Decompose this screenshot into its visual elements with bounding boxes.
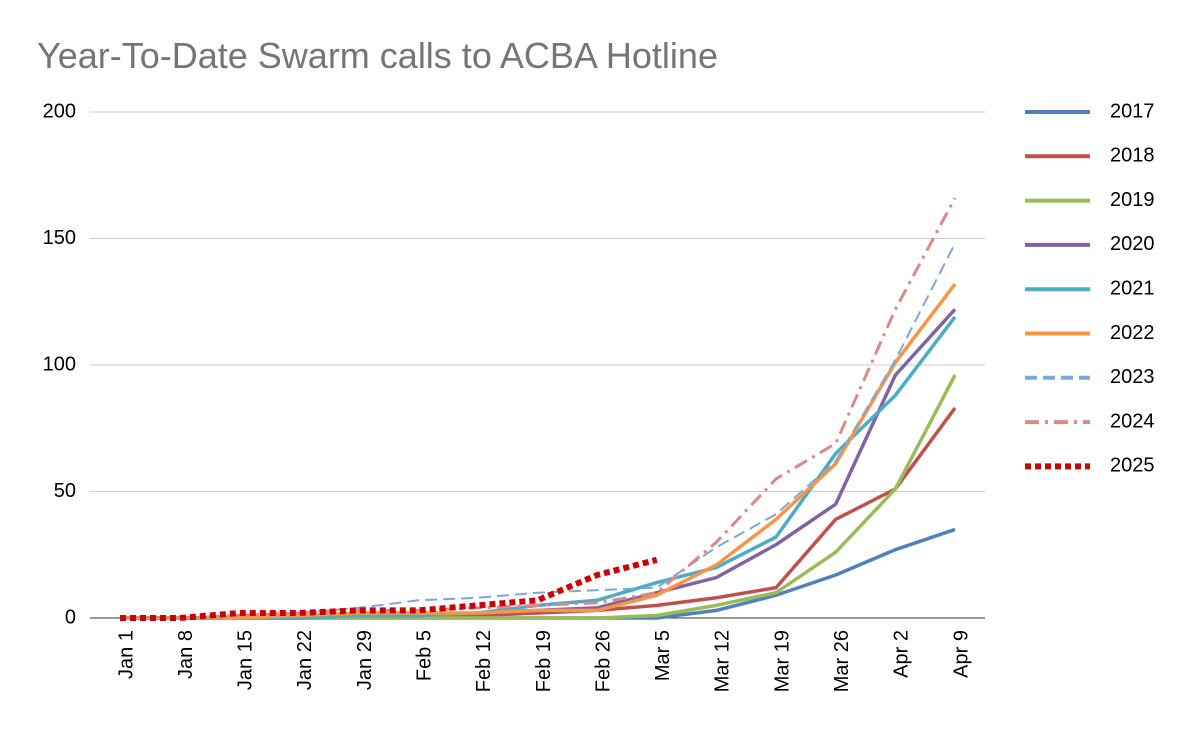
- x-tick-label: Jan 29: [354, 630, 376, 690]
- x-tick-label: Jan 8: [175, 630, 197, 679]
- legend-label: 2017: [1110, 100, 1155, 122]
- x-tick-label: Mar 5: [652, 630, 674, 681]
- series-line: [120, 197, 957, 620]
- chart-title: Year-To-Date Swarm calls to ACBA Hotline: [37, 35, 718, 76]
- legend-label: 2024: [1110, 410, 1155, 432]
- x-tick-label: Mar 19: [771, 630, 793, 692]
- x-tick-label: Apr 9: [950, 630, 972, 678]
- y-tick-label: 100: [43, 353, 76, 375]
- legend-label: 2022: [1110, 322, 1155, 344]
- series-line: [120, 406, 957, 620]
- series-line: [120, 243, 956, 619]
- x-tick-label: Mar 12: [712, 630, 734, 692]
- x-tick-label: Feb 12: [473, 630, 495, 692]
- x-tick-label: Feb 26: [592, 630, 614, 692]
- legend-label: 2019: [1110, 189, 1155, 211]
- x-tick-label: Jan 1: [115, 630, 137, 679]
- y-tick-label: 200: [43, 100, 76, 122]
- x-tick-label: Jan 15: [235, 630, 257, 690]
- legend-label: 2023: [1110, 366, 1155, 388]
- legend-label: 2021: [1110, 277, 1155, 299]
- x-tick-label: Apr 2: [891, 630, 913, 678]
- legend-label: 2025: [1110, 455, 1155, 477]
- x-tick-label: Feb 19: [533, 630, 555, 692]
- x-tick-label: Jan 22: [294, 630, 316, 690]
- series-line: [120, 282, 957, 620]
- series-line: [120, 374, 957, 620]
- y-tick-label: 50: [54, 480, 76, 502]
- legend-label: 2020: [1110, 233, 1155, 255]
- y-tick-label: 0: [65, 606, 76, 628]
- y-tick-label: 150: [43, 227, 76, 249]
- x-tick-label: Mar 26: [831, 630, 853, 692]
- series-line: [120, 556, 658, 621]
- x-tick-label: Feb 5: [413, 630, 435, 681]
- legend-label: 2018: [1110, 145, 1155, 167]
